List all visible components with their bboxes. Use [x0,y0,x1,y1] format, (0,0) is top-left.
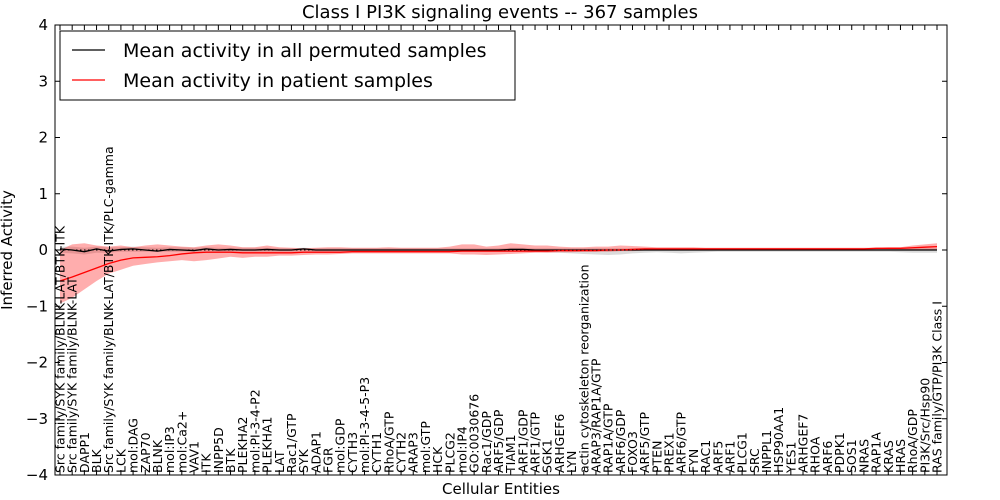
x-tick-label: HSP90AA1 [771,407,786,473]
x-tick-label: mol:GTP [418,421,433,473]
x-tick-label: Rac1/GTP [284,413,299,473]
x-tick-label: PLEKHA2 [235,416,250,473]
x-tick-label: ARHGEF6 [552,414,567,473]
line-permuted [59,248,937,253]
x-tick-label: mol:DAG [126,418,141,473]
x-tick-label: mol:PI-3-4-P2 [247,389,262,473]
x-axis: Src family/SYK family/BLNK-LAT/BTK-ITKSr… [53,25,945,475]
x-tick-label: ARF6/GTP [674,412,689,473]
x-axis-label: Cellular Entities [442,480,560,498]
x-tick-label: LCK [113,448,128,473]
x-tick-label: PREX1 [662,432,677,473]
x-tick-label: PDPK1 [832,432,847,473]
line-patient [59,245,938,282]
x-tick-label: ITK [199,453,214,473]
x-tick-label: ADAP1 [308,431,323,473]
x-tick-label: PTEN [649,441,664,473]
legend-label-permuted: Mean activity in all permuted samples [123,40,486,62]
x-tick-label: mol:IP3 [162,426,177,473]
x-tick-label: SRC [747,448,762,473]
x-tick-label: FGR [320,447,335,473]
x-tick-label: RAC1 [698,440,713,473]
y-axis: −4 −3 −2 −1 0 1 2 3 4 [26,16,947,484]
legend-frame [59,30,516,101]
x-tick-label: BLNK [150,439,165,473]
x-tick-label: RAS family/GTP/PI3K Class I [930,301,945,473]
x-tick-label: ZAP70 [138,432,153,473]
x-tick-label: CYTH2 [394,432,409,473]
x-tick-label: ARF1/GTP [528,412,543,473]
x-tick-label: ARF6 [820,441,835,473]
x-tick-label: ARF5/GTP [637,412,652,473]
y-axis-label: Inferred Activity [0,190,16,310]
legend: Mean activity in all permuted samples Me… [59,30,516,101]
x-tick-label: FOXO3 [625,431,640,473]
x-tick-label: mol:GDP [333,418,348,473]
x-tick-label: ARF1/GDP [515,409,530,473]
x-tick-label: RhoA/GDP [905,409,920,473]
x-tick-label: KRAS [881,440,896,473]
x-tick-label: mol:IP4 [454,426,469,473]
x-tick-label: SOS1 [844,439,859,473]
x-tick-label: SYK [296,448,311,473]
x-tick-label: Rac1/GDP [479,411,494,473]
x-tick-label: ARHGEF7 [796,414,811,473]
x-tick-label: TIAM1 [503,434,518,474]
x-tick-label: ARAP3 [406,432,421,473]
x-tick-label: Src family/SYK family/BLNK-LAT/BTK-ITK/P… [101,146,116,473]
x-tick-label: FYN [686,449,701,473]
x-tick-label: LYN [564,451,579,473]
legend-label-patient: Mean activity in patient samples [123,70,433,92]
x-tick-label: YES1 [783,442,798,474]
y-tick-label: −2 [26,354,48,372]
x-tick-label: SGK1 [540,439,555,473]
x-tick-label: BTK [223,448,238,473]
x-tick-label: HCK [430,446,445,473]
y-tick-label: 0 [38,241,48,259]
x-tick-label: NRAS [856,439,871,473]
x-tick-label: actin cytoskeleton reorganization [576,264,591,473]
y-tick-label: 4 [38,16,48,34]
x-tick-label: ARF5/GDP [491,409,506,473]
y-tick-label: 1 [38,185,48,203]
y-tick-label: −3 [26,410,48,428]
x-tick-label: RAP1A [869,432,884,473]
x-tick-label: PLCG2 [442,432,457,473]
y-tick-label: 2 [38,129,48,147]
y-tick-label: 3 [38,72,48,90]
x-tick-label: GO:0030676 [467,394,482,473]
x-tick-label: Src family/SYK family/BLNK-LAT [65,277,80,473]
x-tick-label: mol:Ca2+ [174,411,189,473]
x-tick-label: Src family/SYK family/BLNK-LAT/BTK-ITK [53,225,68,473]
x-tick-label: PLCG1 [735,432,750,473]
x-tick-label: RHOA [808,436,823,473]
x-tick-label: RhoA/GTP [381,411,396,473]
x-tick-label: VAV1 [186,441,201,473]
x-tick-label: INPPL1 [759,430,774,473]
x-tick-label: INPP5D [211,427,226,473]
x-tick-label: CYTH3 [345,432,360,473]
x-tick-label: PI3K/Src/Hsp90 [917,378,932,473]
x-tick-label: RAP1A/GTP [601,403,616,473]
y-tick-label: −1 [26,297,48,315]
x-tick-label: ARF6/GDP [613,409,628,473]
series-lines [59,245,938,282]
x-tick-label: DAPP1 [77,432,92,473]
chart-title: Class I PI3K signaling events -- 367 sam… [302,2,698,23]
x-tick-label: BLK [89,448,104,473]
x-tick-label: mol:PI-3-4-5-P3 [357,377,372,473]
x-tick-label: LAT [272,450,287,473]
x-tick-label: ARAP3/RAP1A/GTP [588,358,603,473]
y-tick-label: −4 [26,466,48,484]
x-tick-label: ARF5 [710,441,725,473]
x-tick-label: HRAS [893,439,908,473]
x-tick-label: CYTH1 [369,432,384,473]
x-tick-label: PLEKHA1 [260,416,275,473]
x-tick-label: ARF1 [722,441,737,473]
